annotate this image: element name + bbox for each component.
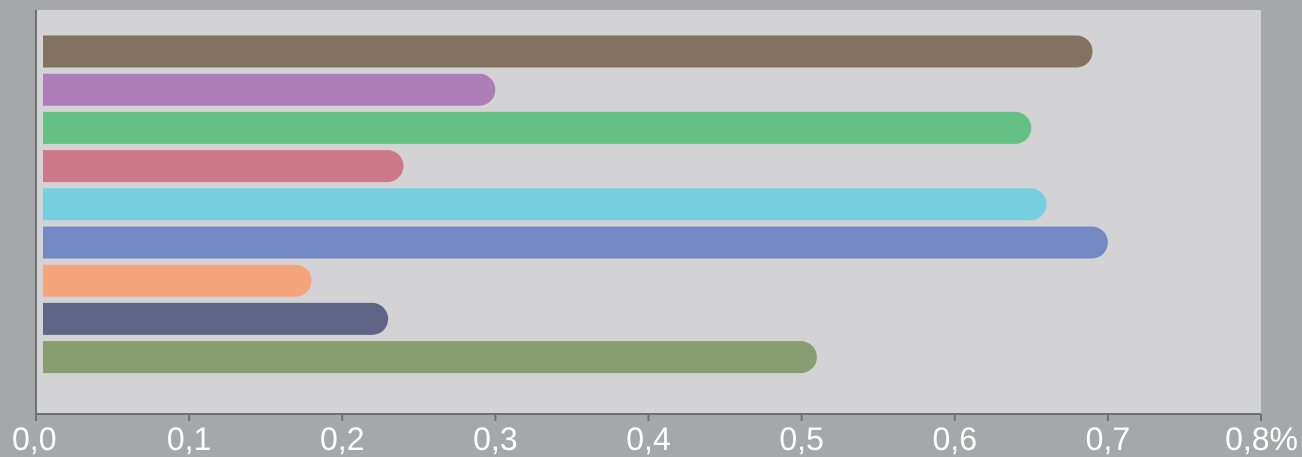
x-tick-label: 0,4 — [626, 421, 670, 457]
x-axis-ticks — [35, 414, 1262, 421]
bar-3 — [43, 111, 1032, 144]
bars-group — [43, 35, 1108, 374]
x-tick-label: 0,7 — [1086, 421, 1130, 457]
bar-5 — [43, 188, 1047, 221]
bar-8 — [43, 302, 389, 335]
x-tick-label: 0,6 — [933, 421, 977, 457]
bar-6 — [43, 226, 1108, 259]
x-tick-label: 0,1 — [167, 421, 211, 457]
bar-2 — [43, 73, 496, 106]
bar-4 — [43, 150, 404, 183]
bar-1 — [43, 35, 1093, 68]
x-tick-label: 0,5 — [779, 421, 823, 457]
x-tick-label: 0,0 — [12, 421, 56, 457]
bar-7 — [43, 264, 312, 297]
bar-9 — [43, 341, 817, 374]
x-tick-label: 0,2 — [320, 421, 364, 457]
x-tick-label: 0,3 — [473, 421, 517, 457]
x-axis-tick-labels: 0,0 0,1 0,2 0,3 0,4 0,5 0,6 0,7 0,8% — [12, 421, 1298, 457]
x-tick-label: 0,8% — [1225, 421, 1298, 457]
